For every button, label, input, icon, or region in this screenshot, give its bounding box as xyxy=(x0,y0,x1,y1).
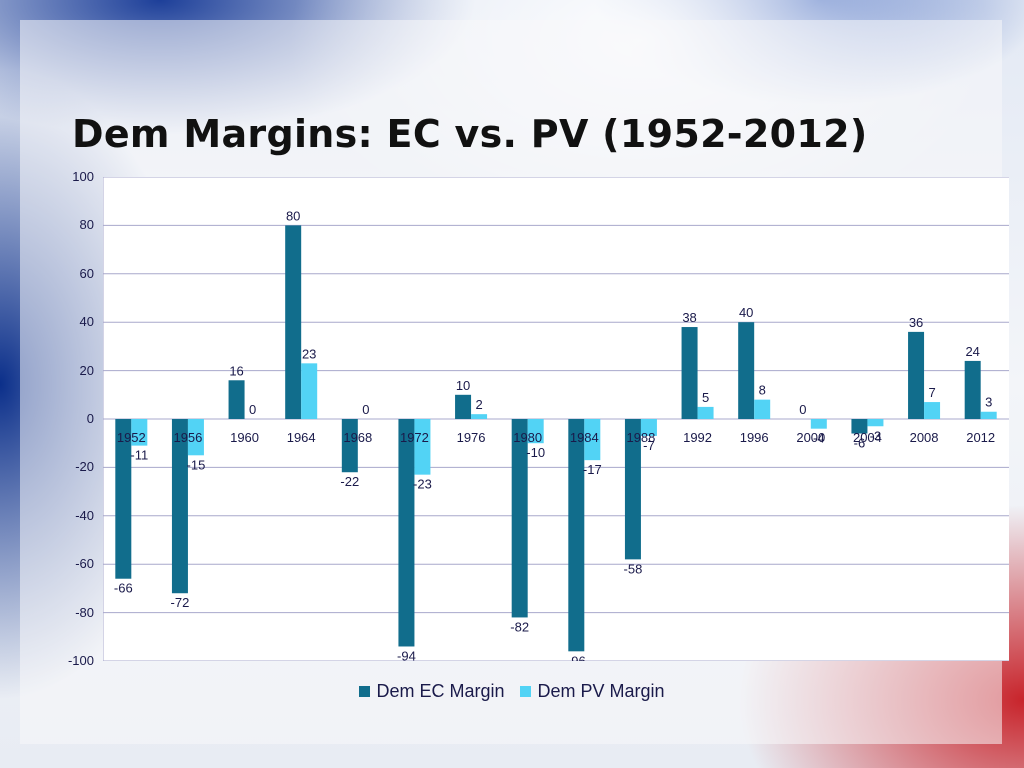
pv-margin-bar xyxy=(131,419,148,446)
pv-margin-bar xyxy=(414,419,431,475)
pv-margin-bar xyxy=(980,411,997,419)
pv-margin-label: 7 xyxy=(928,385,935,400)
ec-margin-bar xyxy=(511,419,528,618)
pv-margin-bar xyxy=(754,399,771,419)
x-tick-label: 2004 xyxy=(853,430,882,445)
pv-margin-label: -11 xyxy=(130,448,148,463)
ec-margin-label: 38 xyxy=(682,310,696,325)
pv-margin-bar xyxy=(471,414,488,419)
pv-margin-label: 8 xyxy=(759,383,766,398)
pv-margin-bar xyxy=(527,419,544,444)
x-tick-label: 2012 xyxy=(966,430,995,445)
ec-margin-label: 16 xyxy=(229,363,243,378)
x-tick-label: 1996 xyxy=(740,430,769,445)
ec-margin-label: 40 xyxy=(739,305,753,320)
x-tick-label: 1984 xyxy=(570,430,599,445)
ec-margin-label: -96 xyxy=(567,653,586,661)
pv-margin-label: 3 xyxy=(985,395,992,410)
slide-title: Dem Margins: EC vs. PV (1952-2012) xyxy=(72,112,868,156)
ec-margin-label: -82 xyxy=(510,619,529,634)
bar-chart: -66-111952-72-151956160196080231964-2201… xyxy=(103,177,1009,661)
legend-swatch xyxy=(520,686,532,697)
ec-margin-bar xyxy=(851,419,868,434)
x-tick-label: 1956 xyxy=(173,430,202,445)
pv-margin-label: -10 xyxy=(526,445,545,460)
ec-margin-bar xyxy=(285,225,302,419)
y-tick-label: -60 xyxy=(75,556,94,572)
pv-margin-label: -17 xyxy=(583,462,602,477)
x-tick-label: 1964 xyxy=(287,430,316,445)
pv-margin-label: 23 xyxy=(302,346,316,361)
ec-margin-bar xyxy=(738,322,755,419)
pv-margin-label: -23 xyxy=(413,477,432,492)
pv-margin-bar xyxy=(867,419,884,427)
y-tick-label: -40 xyxy=(75,507,94,523)
pv-margin-label: 0 xyxy=(362,402,369,417)
ec-margin-bar xyxy=(341,419,358,473)
ec-margin-label: -6 xyxy=(854,436,866,451)
y-tick-label: 80 xyxy=(79,217,94,233)
ec-margin-bar xyxy=(398,419,415,647)
x-tick-label: 1968 xyxy=(343,430,372,445)
ec-margin-label: -22 xyxy=(340,474,359,489)
pv-margin-bar xyxy=(810,419,827,429)
ec-margin-bar xyxy=(115,419,132,579)
ec-margin-label: 36 xyxy=(909,315,923,330)
legend-item: Dem PV Margin xyxy=(520,681,665,702)
legend-label: Dem EC Margin xyxy=(376,681,505,701)
legend-item: Dem EC Margin xyxy=(359,681,504,702)
pv-margin-bar xyxy=(697,406,714,419)
x-tick-label: 1972 xyxy=(400,430,429,445)
pv-margin-bar xyxy=(187,419,204,456)
x-tick-label: 1980 xyxy=(513,430,542,445)
x-tick-label: 2000 xyxy=(796,430,825,445)
pv-margin-label: 0 xyxy=(249,402,256,417)
pv-margin-label: -7 xyxy=(643,438,655,453)
y-tick-label: -80 xyxy=(75,604,94,620)
ec-margin-bar xyxy=(624,419,641,560)
pv-margin-label: 2 xyxy=(475,397,482,412)
ec-margin-label: 10 xyxy=(456,378,470,393)
ec-margin-label: 0 xyxy=(799,402,806,417)
x-tick-label: 1976 xyxy=(457,430,486,445)
pv-margin-label: -15 xyxy=(187,457,206,472)
pv-margin-label: 5 xyxy=(702,390,709,405)
legend-label: Dem PV Margin xyxy=(537,681,665,701)
chart-legend: Dem EC Margin Dem PV Margin xyxy=(0,681,1024,702)
ec-margin-label: -58 xyxy=(624,561,643,576)
ec-margin-bar xyxy=(228,380,245,419)
ec-margin-bar xyxy=(455,394,472,419)
x-tick-label: 1992 xyxy=(683,430,712,445)
ec-margin-label: 80 xyxy=(286,208,300,223)
ec-margin-label: -72 xyxy=(171,595,190,610)
y-tick-label: -20 xyxy=(75,459,94,475)
pv-margin-bar xyxy=(640,419,657,436)
y-tick-label: 0 xyxy=(86,411,94,426)
x-tick-label: 1960 xyxy=(230,430,259,445)
y-tick-label: 100 xyxy=(72,169,94,184)
x-tick-label: 1952 xyxy=(117,430,146,445)
x-tick-label: 1988 xyxy=(626,430,655,445)
ec-margin-label: 24 xyxy=(965,344,979,359)
pv-margin-bar xyxy=(584,419,601,461)
ec-margin-bar xyxy=(568,419,585,652)
ec-margin-label: -66 xyxy=(114,581,133,596)
x-tick-label: 2008 xyxy=(910,430,939,445)
chart-area: -66 -11 1952 -72 -15 1956 16 0 1960 80 23 1964 -22 0 1… xyxy=(103,177,1009,661)
ec-margin-bar xyxy=(908,331,925,419)
y-tick-label: -100 xyxy=(67,653,94,668)
pv-margin-bar xyxy=(924,402,941,419)
pv-margin-label: -3 xyxy=(870,428,882,443)
y-tick-label: 20 xyxy=(79,362,94,378)
y-tick-label: 60 xyxy=(79,265,94,281)
y-tick-label: 40 xyxy=(79,314,94,330)
pv-margin-bar xyxy=(301,363,318,419)
pv-margin-label: -4 xyxy=(813,431,825,446)
legend-swatch xyxy=(359,686,371,697)
ec-margin-label: -94 xyxy=(397,648,416,661)
ec-margin-bar xyxy=(964,360,981,419)
ec-margin-bar xyxy=(171,419,188,594)
ec-margin-bar xyxy=(681,327,698,419)
